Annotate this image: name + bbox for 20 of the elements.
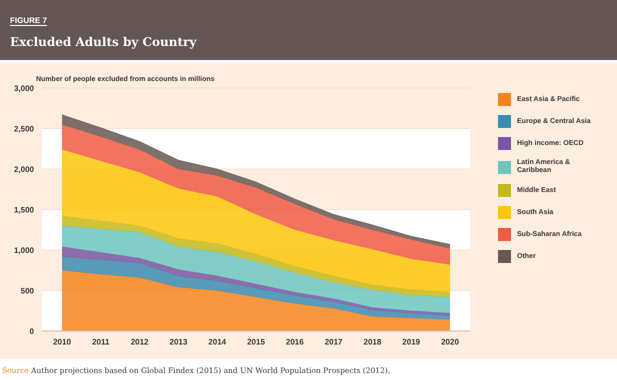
y-tick-label: 0 xyxy=(30,326,35,336)
x-tick-label: 2013 xyxy=(170,338,188,347)
y-tick-label: 500 xyxy=(20,286,35,296)
y-tick-label: 1,000 xyxy=(14,246,35,255)
chart-subtitle: FIGURE 7 xyxy=(10,16,47,26)
y-tick-label: 2,500 xyxy=(14,124,35,134)
x-tick-label: 2018 xyxy=(364,338,382,347)
x-tick-label: 2010 xyxy=(53,338,72,347)
x-tick-label: 2016 xyxy=(286,338,304,347)
x-tick-label: 2017 xyxy=(324,338,344,347)
y-tick-label: 3,000 xyxy=(14,84,35,93)
y-tick-label: 1,500 xyxy=(14,205,35,214)
x-tick-label: 2012 xyxy=(130,338,150,347)
y-tick-label: 2,000 xyxy=(14,164,35,174)
chart-title: Excluded Adults by Country xyxy=(10,35,196,49)
x-tick-label: 2014 xyxy=(208,338,227,347)
x-tick-label: 2015 xyxy=(247,338,266,347)
x-tick-label: 2020 xyxy=(441,338,460,347)
x-tick-label: 2019 xyxy=(402,338,421,347)
x-tick-label: 2011 xyxy=(92,338,110,347)
